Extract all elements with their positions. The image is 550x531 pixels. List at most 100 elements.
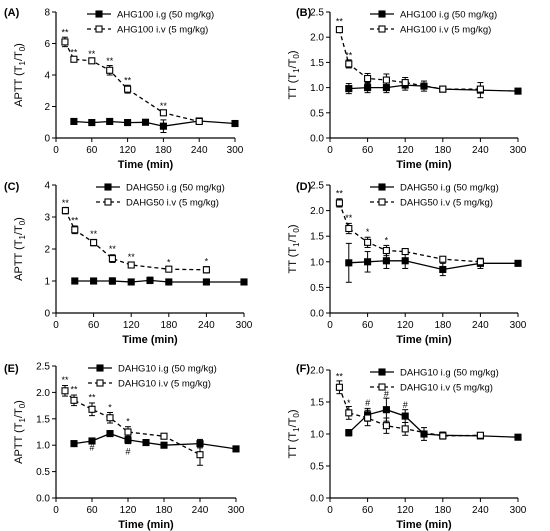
- data-point: [240, 278, 248, 286]
- data-point: [345, 224, 353, 233]
- x-tick-label: 120: [123, 320, 140, 331]
- data-point: [142, 439, 150, 447]
- series-line-2: [338, 387, 481, 437]
- y-axis-label-part: 0: [292, 54, 301, 59]
- data-point: [108, 255, 116, 263]
- x-tick-label: 0: [53, 145, 59, 156]
- x-tick-label: 300: [510, 505, 527, 516]
- legend-label: DAHG50 i.g (50 mg/kg): [126, 183, 225, 194]
- data-point: [476, 258, 484, 266]
- y-axis-label-part: ): [287, 409, 299, 413]
- x-axis-label: Time (min): [118, 519, 174, 531]
- y-tick-label: 2.0: [310, 366, 324, 377]
- y-tick-label: 2.0: [310, 33, 324, 44]
- legend-marker: [95, 10, 103, 18]
- data-point: [382, 406, 390, 414]
- data-point: [159, 122, 167, 130]
- y-tick-label: 0.5: [310, 108, 324, 119]
- significance-mark: *: [385, 235, 389, 245]
- data-point: [160, 441, 168, 449]
- significance-mark: **: [71, 215, 79, 225]
- series-line-2: [338, 29, 481, 90]
- data-point: [514, 433, 522, 441]
- y-axis-label-part: 0: [18, 220, 27, 225]
- y-tick-label: 1.5: [310, 232, 324, 243]
- significance-mark: **: [70, 47, 78, 57]
- data-point: [165, 278, 173, 286]
- legend-label: DAHG50 i.v (5 mg/kg): [400, 198, 493, 209]
- data-point: [159, 109, 167, 117]
- panel-label: (F): [296, 363, 310, 375]
- data-point: [364, 74, 372, 83]
- significance-mark: *: [126, 417, 130, 427]
- legend-marker: [378, 383, 386, 391]
- data-point: [476, 85, 484, 93]
- panel-label: (D): [296, 181, 312, 193]
- x-axis-label: Time (min): [118, 159, 174, 171]
- data-point: [124, 436, 132, 444]
- x-tick-label: 0: [53, 505, 59, 516]
- x-tick-label: 0: [327, 320, 333, 331]
- data-point: [364, 258, 372, 266]
- data-point: [364, 414, 372, 422]
- series-line-1: [74, 279, 244, 283]
- significance-mark: *: [366, 227, 370, 237]
- series-line-1: [73, 120, 236, 127]
- y-tick-label: 1: [44, 277, 50, 288]
- y-axis-label-part: 1: [292, 68, 301, 73]
- y-axis-label-part: /T: [287, 232, 299, 242]
- x-axis-label: Time (min): [122, 334, 178, 346]
- data-point: [88, 405, 96, 413]
- legend-marker: [378, 198, 386, 206]
- data-point: [61, 38, 69, 46]
- y-axis-label-part: TT (T: [287, 247, 299, 274]
- y-tick-label: 4: [44, 71, 50, 82]
- y-axis-label-part: /T: [287, 417, 299, 427]
- y-tick-label: 0: [44, 309, 50, 320]
- data-point: [335, 199, 343, 207]
- significance-mark: **: [124, 76, 132, 86]
- y-axis-label: APTT (T1/T0): [13, 400, 27, 464]
- y-tick-label: 1.0: [310, 83, 324, 94]
- data-point: [127, 261, 135, 269]
- significance-mark: **: [62, 198, 70, 208]
- data-point: [514, 259, 522, 267]
- x-tick-label: 0: [53, 320, 59, 331]
- y-tick-label: 0.0: [310, 134, 324, 145]
- x-tick-label: 240: [192, 505, 209, 516]
- y-tick-label: 2.5: [36, 362, 50, 373]
- y-axis-label-part: APTT (T: [13, 239, 25, 281]
- data-point: [401, 248, 409, 256]
- data-point: [345, 429, 353, 437]
- x-tick-label: 60: [362, 505, 374, 516]
- data-point: [90, 239, 98, 247]
- y-tick-label: 0.0: [310, 494, 324, 505]
- y-tick-label: 1.0: [36, 441, 50, 452]
- legend-label: DAHG50 i.v (5 mg/kg): [126, 198, 219, 209]
- x-tick-label: 120: [119, 145, 136, 156]
- x-tick-label: 0: [327, 505, 333, 516]
- y-tick-label: 1.5: [36, 414, 50, 425]
- y-axis-label-part: 1: [18, 235, 27, 240]
- y-tick-label: 1.0: [310, 257, 324, 268]
- x-tick-label: 300: [227, 145, 244, 156]
- legend-marker: [104, 183, 112, 191]
- x-tick-label: 180: [155, 145, 172, 156]
- y-axis-label-part: ): [287, 224, 299, 228]
- data-point: [124, 428, 132, 436]
- y-tick-label: 6: [44, 39, 50, 50]
- significance-mark: *: [347, 398, 351, 408]
- x-tick-label: 120: [397, 320, 414, 331]
- y-axis-label-part: ): [287, 50, 299, 54]
- significance-mark: **: [61, 375, 69, 385]
- data-point: [364, 238, 372, 246]
- y-tick-label: 1.5: [310, 398, 324, 409]
- data-point: [70, 396, 78, 404]
- panel-label: (C): [4, 181, 20, 193]
- legend-marker: [378, 25, 386, 33]
- x-tick-label: 180: [160, 320, 177, 331]
- significance-mark: **: [61, 28, 69, 38]
- data-point: [165, 265, 173, 273]
- x-tick-label: 300: [236, 320, 253, 331]
- data-point: [514, 87, 522, 95]
